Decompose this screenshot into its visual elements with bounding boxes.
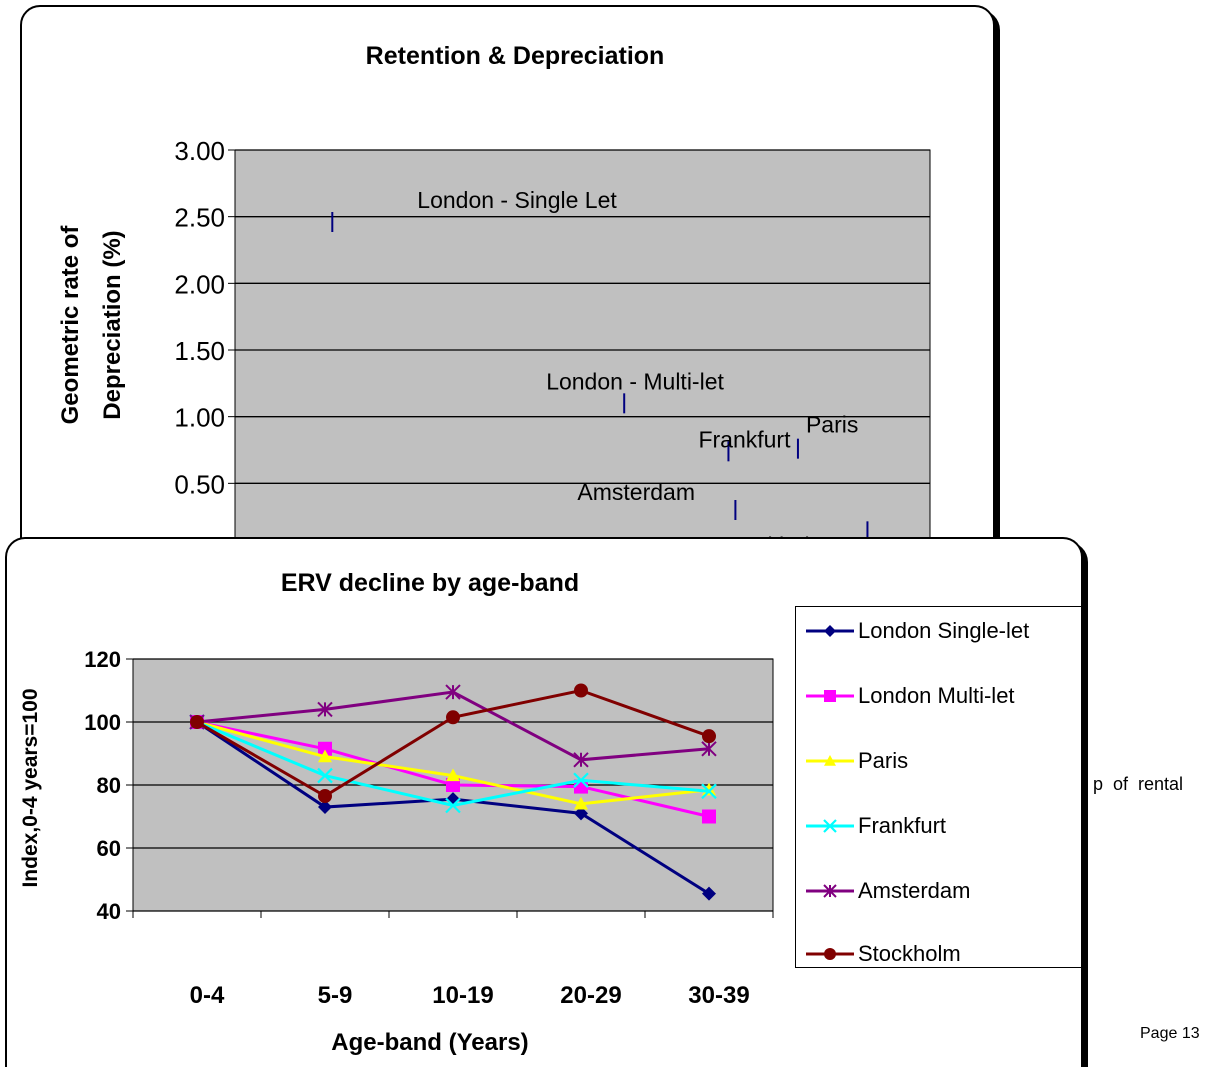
data-point xyxy=(574,796,588,810)
legend-item: Frankfurt xyxy=(802,811,946,841)
legend-swatch xyxy=(806,625,854,637)
y-tick-label: 3.00 xyxy=(174,136,225,166)
data-point xyxy=(701,783,717,800)
x-tick-label: 20-29 xyxy=(560,982,621,1009)
data-point xyxy=(318,749,332,763)
data-point xyxy=(446,768,460,782)
data-point xyxy=(445,797,461,814)
legend-item: Stockholm xyxy=(802,939,961,969)
depreciation-ylabel-line1: Geometric rate of xyxy=(57,225,84,425)
x-tick-label: 5-9 xyxy=(318,982,353,1009)
page-number: Page 13 xyxy=(1140,1025,1200,1042)
data-point xyxy=(702,886,716,901)
depreciation-ylabel-line2: Depreciation (%) xyxy=(99,230,126,419)
data-label: Frankfurt xyxy=(698,426,791,452)
x-tick-label: 0-4 xyxy=(190,982,225,1009)
data-point xyxy=(574,806,588,821)
legend-item: London Single-let xyxy=(802,616,1029,646)
data-point xyxy=(824,948,836,960)
data-label: London - Single Let xyxy=(417,187,617,213)
legend-swatch xyxy=(806,884,854,898)
erv-chart-title: ERV decline by age-band xyxy=(281,569,579,597)
data-point xyxy=(445,684,461,700)
data-point xyxy=(317,701,333,718)
data-label: Amsterdam xyxy=(577,479,695,505)
data-point xyxy=(318,789,332,804)
x-tick-label: 10-19 xyxy=(432,982,493,1009)
data-point xyxy=(824,755,836,766)
data-point xyxy=(190,715,204,729)
y-tick-label: 100 xyxy=(84,710,121,735)
data-point xyxy=(823,884,837,898)
data-point xyxy=(317,767,333,784)
erv-xlabel: Age-band (Years) xyxy=(331,1029,528,1056)
data-point xyxy=(318,800,332,815)
y-tick-label: 2.50 xyxy=(174,203,225,233)
legend-item: London Multi-let xyxy=(802,681,1015,711)
y-tick-label: 1.50 xyxy=(174,336,225,366)
legend-label: Paris xyxy=(858,748,909,773)
data-point xyxy=(702,729,716,744)
data-point xyxy=(574,683,588,698)
data-point xyxy=(446,778,460,792)
y-tick-label: 120 xyxy=(84,647,121,672)
legend-item: Paris xyxy=(802,746,908,776)
data-point xyxy=(824,690,836,702)
y-tick-label: 1.00 xyxy=(174,403,225,433)
depreciation-chart-title: Retention & Depreciation xyxy=(366,42,665,70)
legend-swatch xyxy=(806,755,854,766)
y-tick-label: 40 xyxy=(97,899,121,924)
data-point xyxy=(702,809,716,824)
legend-label: London Single-let xyxy=(858,618,1030,643)
depreciation-chart: Retention & Depreciation 3.00 2.50 2.00 1.5… xyxy=(57,42,931,566)
legend-label: London Multi-let xyxy=(858,683,1015,708)
legend-label: Frankfurt xyxy=(858,813,947,838)
data-point xyxy=(446,710,460,725)
legend-swatch xyxy=(806,819,854,833)
data-point xyxy=(318,741,332,756)
legend-swatch xyxy=(806,948,854,960)
data-point xyxy=(823,819,837,833)
body-text-fragment: p of rental xyxy=(1093,774,1184,794)
y-tick-label: 2.00 xyxy=(174,269,225,299)
legend-label: Stockholm xyxy=(858,941,961,966)
x-tick-label: 30-39 xyxy=(688,982,749,1009)
data-point xyxy=(573,772,589,789)
legend-label: Amsterdam xyxy=(858,878,971,903)
legend-item: Amsterdam xyxy=(802,876,970,906)
legend-swatch xyxy=(806,690,854,702)
data-label: Paris xyxy=(806,412,858,438)
erv-ylabel: Index,0-4 years=100 xyxy=(19,688,42,887)
data-point xyxy=(573,752,589,768)
data-label: London - Multi-let xyxy=(546,368,724,394)
erv-legend: London Single-let London Multi-let Paris Fr… xyxy=(795,606,1082,968)
y-tick-label: 80 xyxy=(97,773,121,798)
y-tick-label: 60 xyxy=(97,836,121,861)
data-point xyxy=(701,741,717,757)
data-point xyxy=(824,625,836,637)
y-tick-label: 0.50 xyxy=(174,469,225,499)
